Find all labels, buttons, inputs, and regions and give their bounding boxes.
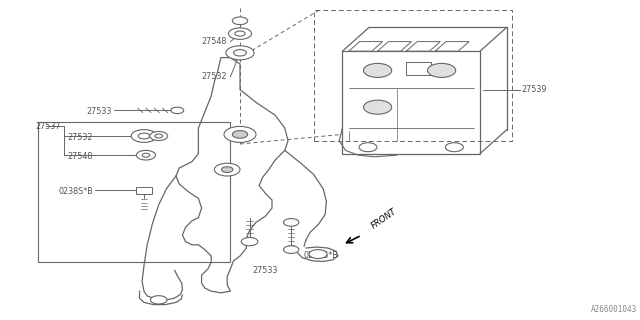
Circle shape <box>131 130 157 142</box>
Circle shape <box>232 17 248 25</box>
Text: 27537: 27537 <box>35 122 61 131</box>
Text: 27532: 27532 <box>202 72 227 81</box>
Bar <box>406 62 431 75</box>
Text: 27533: 27533 <box>86 108 112 116</box>
Text: 27548: 27548 <box>67 152 93 161</box>
Circle shape <box>150 296 167 304</box>
Text: 27548: 27548 <box>202 37 227 46</box>
Circle shape <box>364 100 392 114</box>
Circle shape <box>364 63 392 77</box>
Circle shape <box>359 143 377 152</box>
Circle shape <box>138 133 150 139</box>
Circle shape <box>136 150 156 160</box>
Circle shape <box>284 246 299 253</box>
Circle shape <box>232 131 248 138</box>
Text: A266001043: A266001043 <box>591 305 637 314</box>
Bar <box>38 122 230 262</box>
Text: 27533: 27533 <box>253 266 278 275</box>
Circle shape <box>221 167 233 172</box>
Circle shape <box>445 143 463 152</box>
Bar <box>342 51 480 154</box>
Circle shape <box>234 50 246 56</box>
Circle shape <box>214 163 240 176</box>
Circle shape <box>155 134 163 138</box>
Circle shape <box>150 132 168 140</box>
Circle shape <box>241 237 258 246</box>
Circle shape <box>284 219 299 226</box>
Text: 0238S*B: 0238S*B <box>58 188 93 196</box>
Text: 27539: 27539 <box>522 85 547 94</box>
Circle shape <box>142 153 150 157</box>
Circle shape <box>228 28 252 39</box>
Text: FRONT: FRONT <box>370 207 399 231</box>
Circle shape <box>226 46 254 60</box>
Circle shape <box>235 31 245 36</box>
Circle shape <box>171 107 184 114</box>
Text: 0238S*B: 0238S*B <box>304 252 339 260</box>
Text: 27532: 27532 <box>67 133 93 142</box>
Circle shape <box>224 126 256 142</box>
Circle shape <box>309 250 327 259</box>
Circle shape <box>428 63 456 77</box>
Bar <box>136 187 152 194</box>
